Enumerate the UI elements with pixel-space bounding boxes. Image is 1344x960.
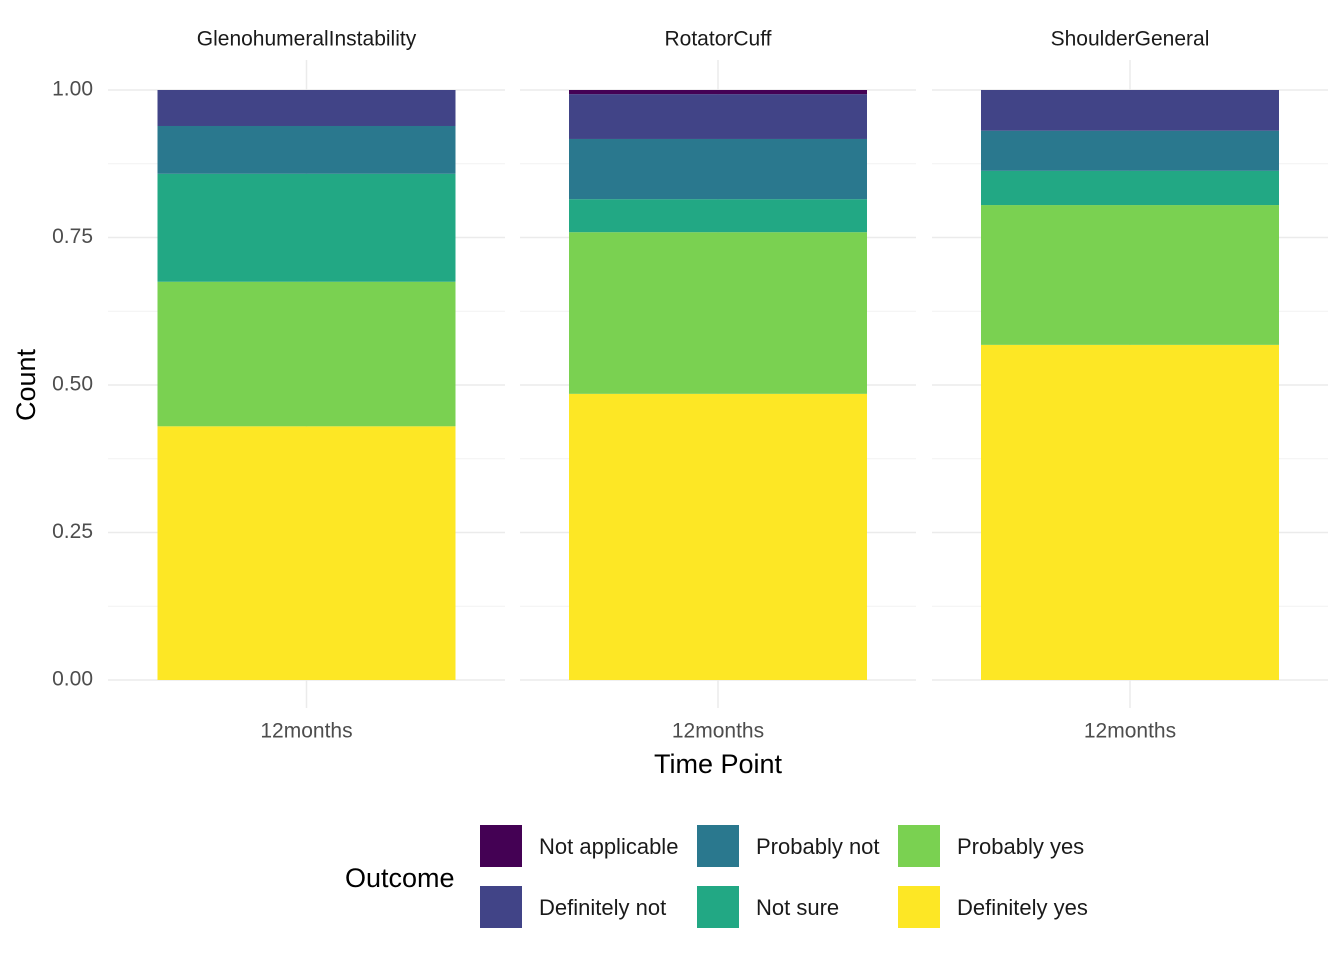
legend-label: Probably yes [957, 834, 1084, 859]
facet-label: RotatorCuff [665, 28, 772, 51]
legend-key [697, 886, 739, 928]
legend-key [480, 886, 522, 928]
y-axis-label: Count [11, 348, 41, 421]
y-tick-label: 0.75 [52, 225, 93, 248]
y-tick-label: 1.00 [52, 78, 93, 101]
legend-label: Probably not [756, 834, 880, 859]
bar-segment [157, 125, 456, 174]
y-tick-label: 0.25 [52, 520, 93, 543]
legend-title: Outcome [345, 863, 455, 893]
bar-segment [157, 90, 456, 126]
bar-segment [569, 138, 867, 200]
legend-label: Not applicable [539, 834, 678, 859]
legend-label: Definitely yes [957, 895, 1088, 920]
bar-segment [569, 90, 867, 95]
bar-segment [157, 173, 456, 282]
facet-label: GlenohumeralInstability [197, 28, 417, 51]
legend-label: Not sure [756, 895, 839, 920]
legend-key [697, 825, 739, 867]
legend-key [898, 825, 940, 867]
facet-label: ShoulderGeneral [1051, 28, 1210, 51]
y-tick-label: 0.00 [52, 668, 93, 691]
y-tick-label: 0.50 [52, 373, 93, 396]
x-tick-label: 12months [1084, 720, 1176, 743]
legend-key [898, 886, 940, 928]
bar-segment [157, 426, 456, 680]
x-tick-label: 12months [672, 720, 764, 743]
bar-segment [569, 94, 867, 139]
x-axis-label: Time Point [654, 749, 783, 779]
bar-segment [981, 344, 1279, 680]
bar-segment [981, 205, 1279, 345]
legend-label: Definitely not [539, 895, 666, 920]
bar-segment [981, 170, 1279, 206]
bar-segment [981, 130, 1279, 171]
x-tick-label: 12months [260, 720, 352, 743]
bar-segment [569, 393, 867, 680]
bar-segment [569, 199, 867, 233]
bar-segment [981, 90, 1279, 131]
bar-segment [157, 281, 456, 427]
legend-key [480, 825, 522, 867]
bar-segment [569, 232, 867, 394]
